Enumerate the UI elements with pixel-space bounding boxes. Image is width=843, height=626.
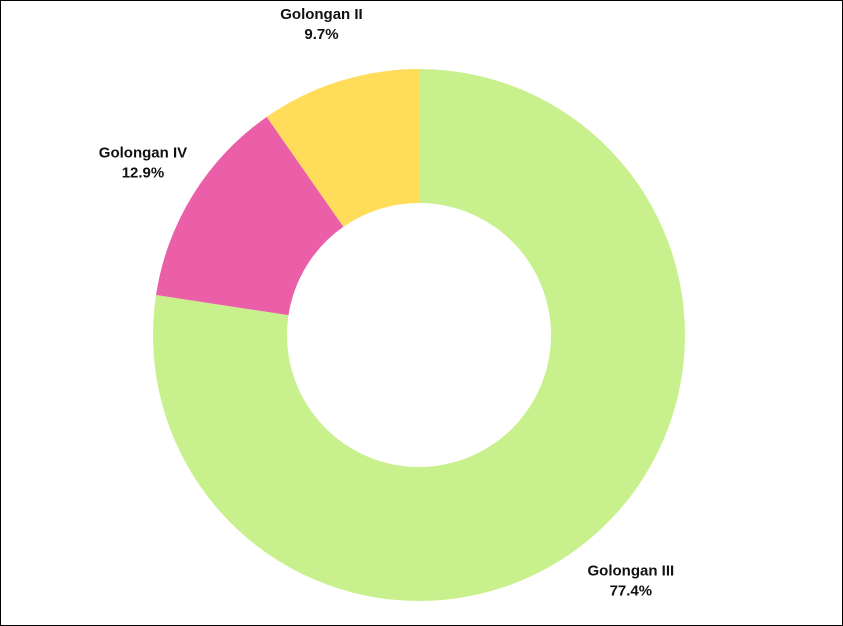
donut-slice (156, 116, 344, 316)
slice-value-label: 77.4% (610, 582, 653, 599)
donut-slice (266, 69, 419, 227)
donut-slice (152, 69, 685, 601)
slice-label: Golongan II (280, 6, 363, 23)
slice-label: Golongan IV (99, 144, 187, 161)
slice-value-label: 12.9% (122, 164, 165, 181)
slice-value-label: 9.7% (304, 26, 338, 43)
slice-label: Golongan III (588, 562, 675, 579)
